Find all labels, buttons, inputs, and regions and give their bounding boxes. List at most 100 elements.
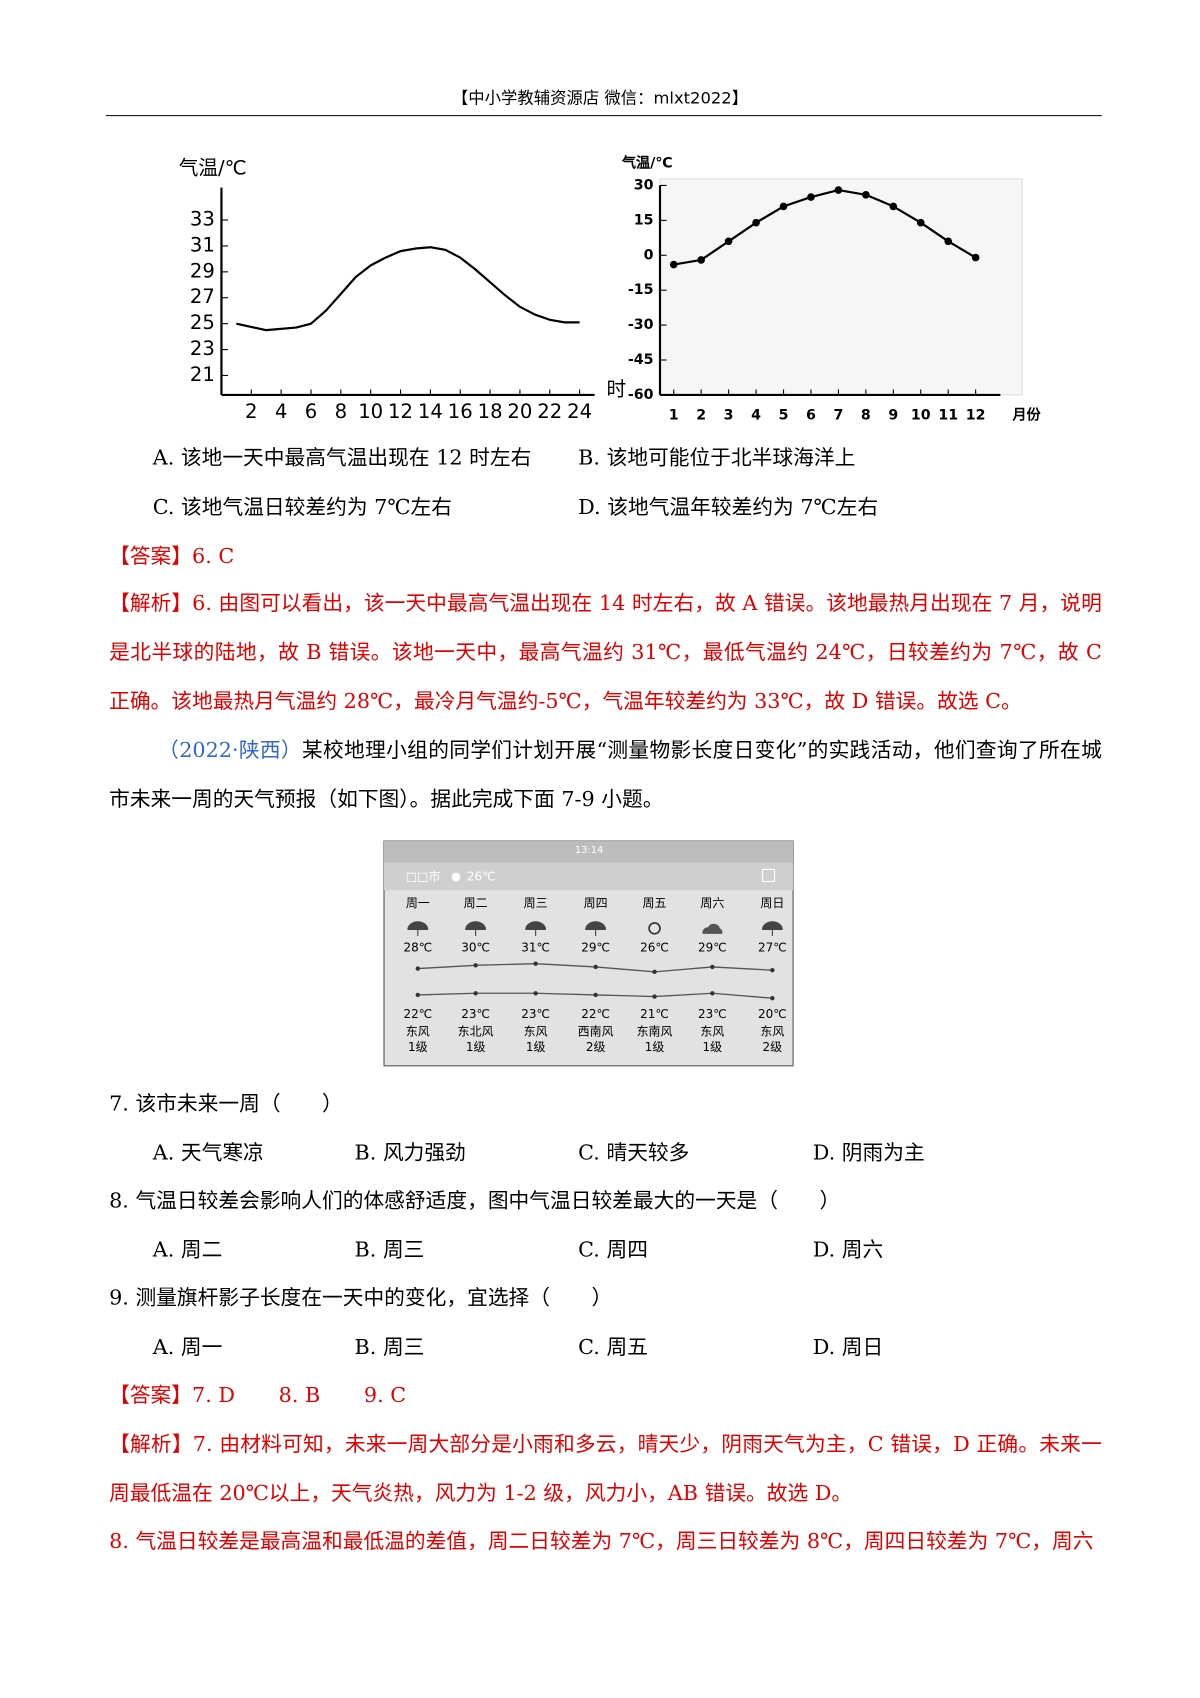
analysis: 【解析】7. 由材料可知，未来一周大部分是小雨和多云，晴天少，阴雨天气为主，C …: [109, 1420, 1102, 1518]
x-tick-label: 11: [938, 408, 958, 424]
low-label: 23℃: [521, 1007, 550, 1021]
y-axis-label: 气温/℃: [179, 157, 247, 180]
answer-item: 9. C: [363, 1383, 407, 1408]
cloud-icon: [702, 923, 723, 934]
y-tick-label: -30: [628, 317, 654, 333]
weekday: 周六: [700, 896, 724, 910]
high-label: 29℃: [698, 940, 727, 954]
x-tick-label: 12: [388, 400, 413, 423]
x-tick-label: 22: [537, 400, 562, 423]
data-point: [724, 237, 733, 246]
page-header: 【中小学教辅资源店 微信：mlxt2022】: [451, 88, 749, 108]
answer: 【答案】6. C: [109, 543, 234, 569]
sun-icon: [451, 872, 461, 882]
x-tick-label: 14: [418, 400, 443, 423]
data-point: [779, 202, 788, 211]
rain-icon: [761, 921, 783, 936]
intro-text: 某校地理小组的同学们计划开展“测量物影长度日变化”的实践活动，他们查询了所在城市…: [109, 738, 1102, 812]
wind-level: 1级: [466, 1040, 486, 1054]
low-point: [652, 994, 657, 999]
wind: 东风: [700, 1024, 724, 1038]
option: D. 周六: [812, 1238, 884, 1263]
y-tick-label: 21: [190, 363, 215, 386]
option: B. 周三: [354, 1335, 425, 1360]
high-label: 30℃: [461, 940, 490, 954]
data-point: [807, 193, 815, 201]
x-tick-label: 7: [833, 408, 843, 424]
high-point: [415, 966, 420, 971]
intro: （2022·陕西）某校地理小组的同学们计划开展“测量物影长度日变化”的实践活动，…: [109, 727, 1102, 825]
answer: 【答案】7. D 8. B 9. C: [109, 1382, 406, 1408]
x-tick-label: 6: [806, 408, 816, 424]
high-point: [473, 963, 478, 968]
plot-background: [659, 178, 1023, 396]
wind-level: 1级: [645, 1040, 665, 1054]
analysis-label: 【解析】: [109, 591, 193, 616]
high-point: [593, 964, 598, 970]
low-point: [593, 992, 598, 998]
low-label: 23℃: [461, 1007, 490, 1021]
question-stem: 9. 测量旗杆影子长度在一天中的变化，宜选择（ ）: [109, 1286, 613, 1311]
weekday: 周四: [584, 896, 608, 910]
question-stem: 8. 气温日较差会影响人们的体感舒适度，图中气温日较差最大的一天是（ ）: [109, 1189, 841, 1214]
high-label: 28℃: [403, 940, 432, 954]
x-tick-label: 2: [696, 408, 706, 424]
y-tick-label: 23: [190, 337, 215, 360]
answer-text: 6. C: [192, 544, 235, 569]
x-tick-label: 5: [779, 408, 789, 424]
data-point: [916, 218, 925, 227]
option: B. 该地可能位于北半球海洋上: [578, 446, 856, 471]
data-line: [236, 246, 580, 332]
wind: 东风: [406, 1024, 430, 1038]
answer-item: 8. B: [278, 1383, 321, 1408]
option: C. 周五: [578, 1335, 648, 1360]
option: C. 周四: [578, 1238, 648, 1263]
y-tick-label: -60: [628, 387, 654, 403]
analysis-text: 7. 由材料可知，未来一周大部分是小雨和多云，晴天少，阴雨天气为主，C 错误，D…: [109, 1432, 1102, 1506]
y-tick-label: 0: [644, 247, 654, 263]
high-point: [533, 961, 538, 966]
x-axis-label: 时: [607, 378, 627, 401]
y-tick-label: -15: [628, 282, 654, 298]
data-line: [673, 189, 977, 266]
wind: 东南风: [637, 1023, 673, 1038]
x-tick-label: 8: [335, 400, 348, 423]
weekday: 周二: [464, 896, 488, 910]
low-label: 20℃: [758, 1007, 787, 1021]
wind-level: 1级: [703, 1040, 723, 1054]
data-point: [752, 218, 760, 227]
low-label: 23℃: [698, 1007, 727, 1021]
x-tick-label: 1: [669, 408, 679, 424]
rain-icon: [585, 921, 607, 936]
low-point: [770, 995, 775, 1001]
high-point: [710, 964, 715, 970]
low-label: 22℃: [403, 1007, 432, 1021]
option: D. 周日: [812, 1335, 884, 1360]
high-point: [770, 968, 775, 973]
analysis-text: 6. 由图可以看出，该一天中最高气温出现在 14 时左右，故 A 错误。该地最热…: [109, 591, 1102, 714]
weekday: 周五: [643, 896, 667, 910]
option: A. 周一: [152, 1335, 223, 1360]
rain-icon: [525, 921, 547, 936]
data-point: [669, 260, 678, 269]
y-tick-label: 25: [190, 311, 215, 334]
sun-icon: [648, 922, 661, 935]
high-label: 29℃: [581, 940, 610, 954]
option: D. 该地气温年较差约为 7℃左右: [578, 495, 879, 520]
data-point: [862, 190, 870, 199]
low-label: 21℃: [640, 1007, 669, 1021]
share-icon: [761, 868, 776, 882]
intro-source: （2022·陕西）: [158, 738, 302, 763]
weather-city-bar: [383, 862, 794, 891]
option: C. 晴天较多: [578, 1141, 690, 1166]
x-tick-label: 3: [724, 408, 734, 424]
analysis-label: 【解析】: [109, 1432, 193, 1457]
y-tick-label: 31: [190, 233, 215, 256]
wind-level: 1级: [526, 1040, 546, 1054]
wind: 西南风: [578, 1023, 614, 1038]
low-point: [533, 991, 538, 996]
answer-label: 【答案】: [109, 544, 193, 569]
analysis: 【解析】6. 由图可以看出，该一天中最高气温出现在 14 时左右，故 A 错误。…: [109, 579, 1102, 726]
